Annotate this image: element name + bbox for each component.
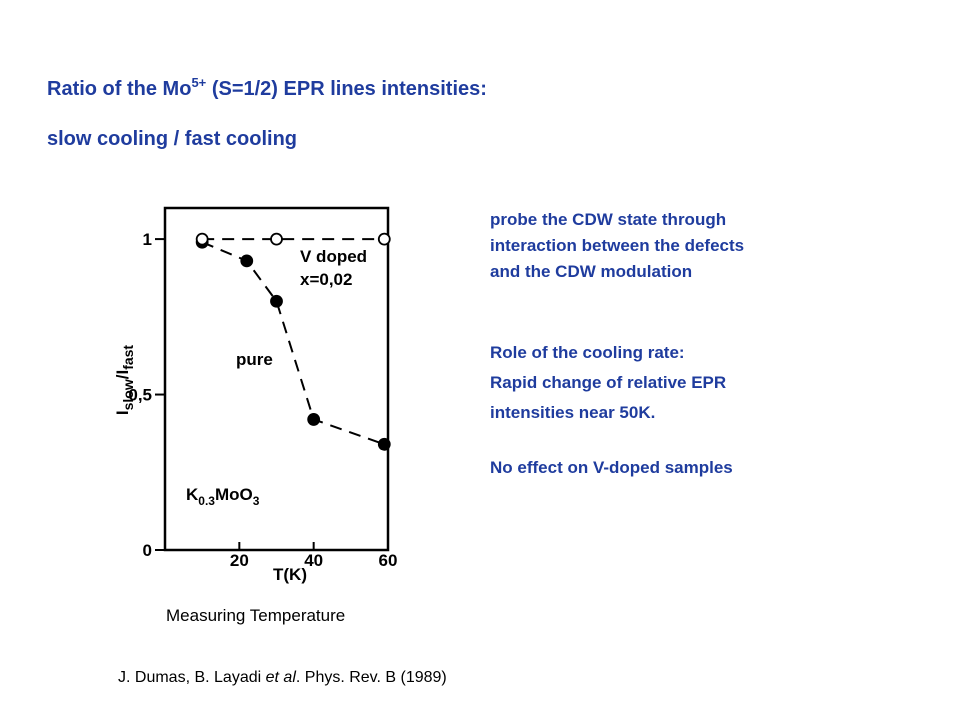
note-line: interaction between the defects [490, 236, 744, 255]
title: Ratio of the Mo5+ (S=1/2) EPR lines inte… [47, 75, 487, 100]
annotation: K0.3MoO3 [186, 485, 260, 508]
citation: J. Dumas, B. Layadi et al. Phys. Rev. B … [118, 669, 447, 686]
x-tick-label: 20 [230, 551, 249, 570]
note-line: and the CDW modulation [490, 262, 692, 281]
note-line: probe the CDW state through [490, 210, 726, 229]
caption: Measuring Temperature [166, 606, 345, 625]
compound-part: MoO [215, 485, 253, 504]
note-line: intensities near 50K. [490, 403, 655, 422]
annotation: x=0,02 [300, 270, 352, 289]
y-label-sub: fast [120, 345, 136, 370]
y-label-sub: slow [120, 379, 136, 410]
title-text: (S=1/2) EPR lines intensities: [206, 78, 487, 100]
y-tick-label: 1 [143, 230, 152, 249]
note-line: Rapid change of relative EPR [490, 373, 726, 392]
compound-sub: 3 [253, 494, 260, 508]
citation-text: J. Dumas, B. Layadi [118, 669, 266, 686]
point [270, 294, 283, 308]
point [240, 254, 254, 268]
note-line: No effect on V-doped samples [490, 458, 733, 477]
compound-part: K [186, 485, 199, 504]
y-axis-label: Islow/Ifast [113, 345, 136, 416]
point [307, 413, 321, 426]
annotation: pure [236, 350, 273, 369]
point [195, 232, 209, 246]
notes: probe the CDW state through interaction b… [490, 210, 744, 477]
point [377, 437, 391, 451]
subtitle: slow cooling / fast cooling [47, 128, 297, 150]
title-sup: 5+ [191, 75, 206, 90]
y-label-part: /I [113, 370, 132, 379]
annotation: V doped [300, 247, 367, 266]
x-axis-label: T(K) [273, 565, 307, 584]
plot-frame [163, 206, 390, 552]
point [377, 232, 391, 246]
citation-italic: et al [266, 669, 297, 686]
x-tick-label: 60 [379, 551, 398, 570]
citation-text: . Phys. Rev. B (1989) [296, 669, 447, 686]
y-tick-label: 0,5 [128, 386, 152, 405]
compound-sub: 0.3 [198, 494, 215, 508]
fit-curve [201, 241, 385, 446]
y-tick-label: 0 [143, 541, 152, 560]
title-text: Ratio of the Mo [47, 78, 191, 100]
note-line: Role of the cooling rate: [490, 343, 685, 362]
x-tick-label: 40 [304, 551, 323, 570]
point [270, 232, 283, 246]
y-label-part: I [113, 410, 132, 415]
